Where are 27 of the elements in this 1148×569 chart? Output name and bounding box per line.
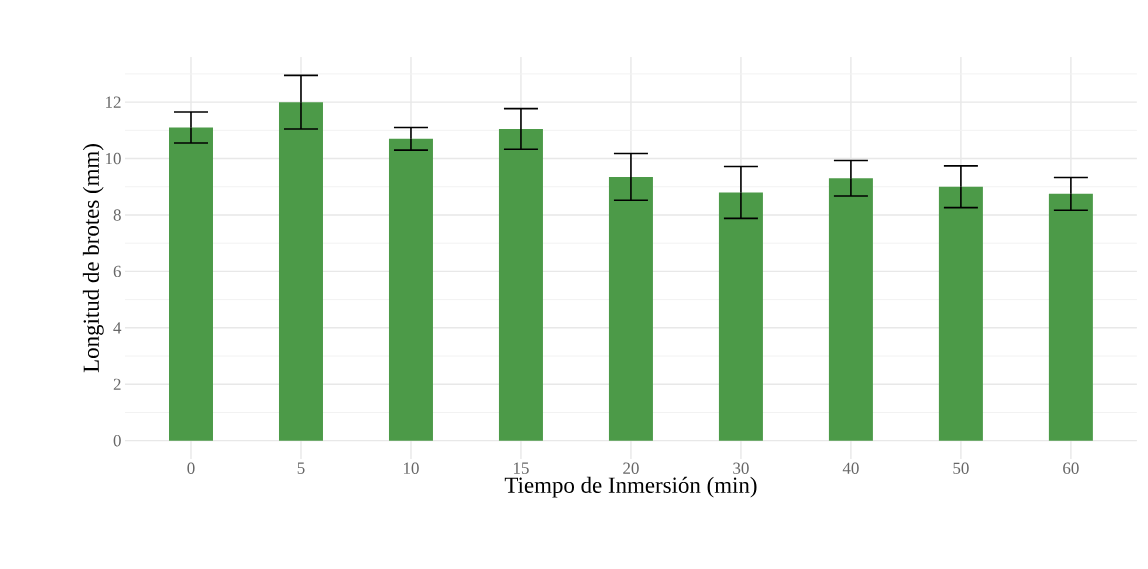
bar — [718, 192, 763, 441]
x-tick-label: 30 — [733, 462, 749, 474]
bar — [1048, 193, 1093, 441]
bar — [828, 178, 873, 441]
y-tick-label: 0 — [113, 434, 121, 447]
y-tick-label: 12 — [106, 96, 121, 108]
bar — [938, 186, 983, 441]
x-tick-label: 5 — [297, 462, 305, 474]
x-axis-title: Tiempo de Inmersión (min) — [504, 476, 757, 498]
x-tick-label: 40 — [842, 462, 859, 474]
y-tick-label: 4 — [113, 322, 122, 334]
x-tick-label: 60 — [1063, 462, 1079, 474]
y-axis-title: Longitud de brotes (mm) — [82, 144, 104, 373]
x-tick-label: 0 — [187, 462, 195, 474]
bar — [608, 176, 653, 441]
bar — [498, 128, 543, 441]
y-tick-label: 10 — [106, 152, 121, 165]
x-tick-label: 20 — [623, 462, 639, 474]
y-tick-label: 6 — [113, 265, 121, 278]
bar — [169, 127, 213, 441]
x-tick-label: 15 — [513, 462, 529, 474]
y-tick-label: 2 — [113, 378, 121, 390]
x-tick-label: 10 — [403, 462, 419, 474]
x-tick-label: 50 — [953, 462, 969, 474]
bar — [388, 138, 433, 441]
y-tick-label: 8 — [113, 209, 121, 221]
bar — [278, 102, 323, 441]
